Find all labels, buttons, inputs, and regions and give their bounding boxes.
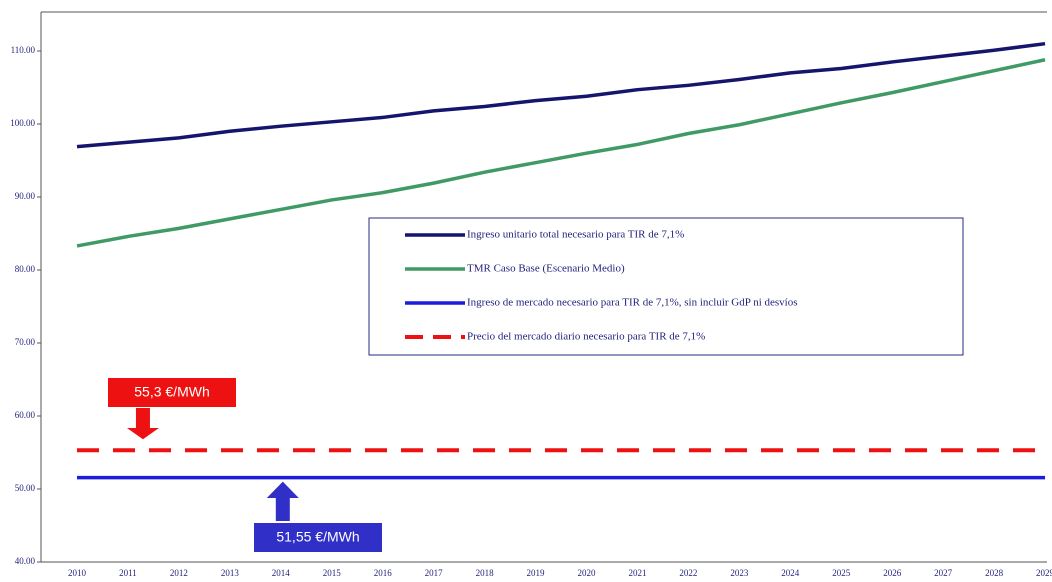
- legend-label: Ingreso de mercado necesario para TIR de…: [467, 297, 798, 309]
- x-tick-label: 2023: [730, 568, 749, 578]
- x-tick-label: 2014: [272, 568, 291, 578]
- x-tick-label: 2028: [985, 568, 1004, 578]
- x-tick-label: 2016: [374, 568, 393, 578]
- annotation-text: 55,3 €/MWh: [134, 384, 209, 400]
- annotation-text: 51,55 €/MWh: [276, 529, 359, 545]
- x-tick-label: 2013: [221, 568, 240, 578]
- y-tick-label: 90.00: [15, 191, 36, 201]
- x-tick-label: 2027: [934, 568, 953, 578]
- x-tick-label: 2019: [527, 568, 546, 578]
- x-tick-label: 2029: [1036, 568, 1052, 578]
- series-line: [76, 58, 1046, 248]
- series-line: [76, 41, 1046, 149]
- y-tick-label: 100.00: [10, 118, 35, 128]
- x-tick-label: 2025: [832, 568, 851, 578]
- annotation-box: [254, 523, 382, 552]
- x-tick-label: 2015: [323, 568, 342, 578]
- y-tick-label: 40.00: [15, 556, 36, 566]
- legend-label: Ingreso unitario total necesario para TI…: [467, 229, 684, 241]
- y-tick-label: 60.00: [15, 410, 36, 420]
- x-tick-label: 2011: [119, 568, 137, 578]
- legend-box: [368, 217, 964, 356]
- x-tick-label: 2024: [781, 568, 800, 578]
- x-tick-label: 2012: [170, 568, 188, 578]
- legend-label: Precio del mercado diario necesario para…: [467, 331, 705, 343]
- annotation-box: [108, 378, 236, 407]
- x-tick-label: 2018: [476, 568, 495, 578]
- x-tick-label: 2022: [679, 568, 697, 578]
- x-tick-label: 2010: [68, 568, 87, 578]
- legend-label: TMR Caso Base (Escenario Medio): [467, 263, 625, 275]
- annotation-arrow: [266, 481, 299, 521]
- y-tick-label: 50.00: [15, 483, 36, 493]
- x-tick-label: 2026: [883, 568, 902, 578]
- annotation-arrow: [126, 408, 159, 440]
- x-tick-label: 2021: [628, 568, 646, 578]
- x-tick-label: 2017: [425, 568, 444, 578]
- y-tick-label: 80.00: [15, 264, 36, 274]
- x-tick-label: 2020: [578, 568, 597, 578]
- y-tick-label: 70.00: [15, 337, 36, 347]
- y-tick-label: 110.00: [11, 45, 36, 55]
